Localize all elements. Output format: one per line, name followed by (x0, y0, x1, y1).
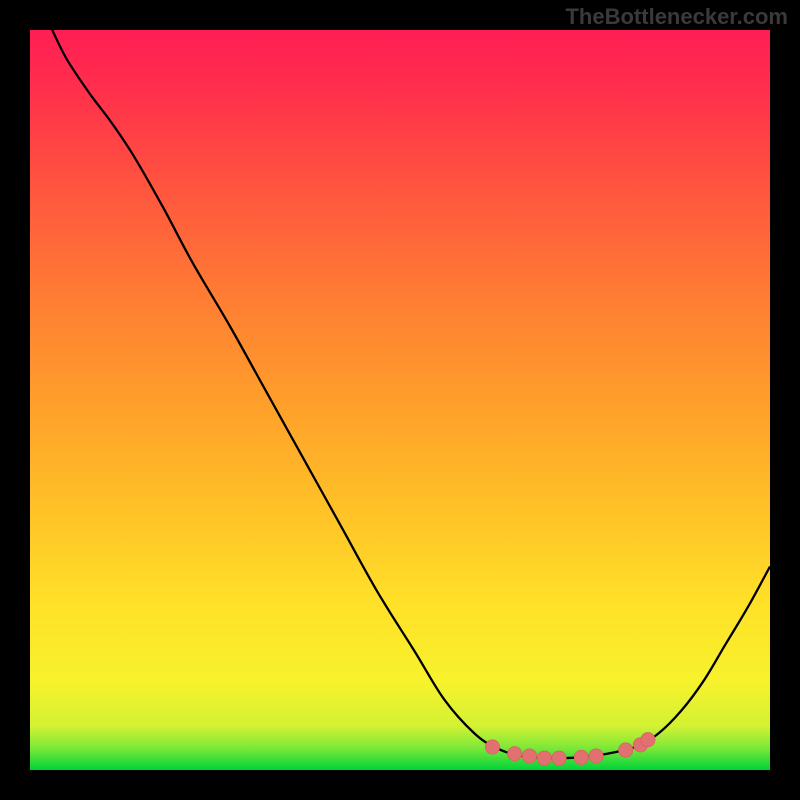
data-marker (619, 743, 633, 757)
main-curve (52, 30, 770, 758)
chart-frame: TheBottlenecker.com (0, 0, 800, 800)
watermark-text: TheBottlenecker.com (565, 4, 788, 30)
data-marker (589, 749, 603, 763)
data-marker (485, 740, 499, 754)
data-marker (574, 750, 588, 764)
data-marker (537, 751, 551, 765)
curve-layer (30, 30, 770, 770)
plot-area (30, 30, 770, 770)
data-marker (641, 732, 655, 746)
data-marker (522, 749, 536, 763)
markers-group (485, 732, 655, 765)
data-marker (507, 747, 521, 761)
data-marker (552, 751, 566, 765)
